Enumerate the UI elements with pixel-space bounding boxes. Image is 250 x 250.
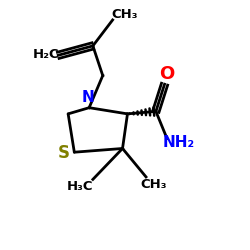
Text: S: S bbox=[58, 144, 70, 162]
Text: CH₃: CH₃ bbox=[140, 178, 167, 191]
Text: H₃C: H₃C bbox=[67, 180, 94, 193]
Text: CH₃: CH₃ bbox=[112, 8, 138, 22]
Text: O: O bbox=[159, 65, 174, 83]
Text: N: N bbox=[82, 90, 94, 105]
Text: H₂C: H₂C bbox=[33, 48, 60, 60]
Text: NH₂: NH₂ bbox=[163, 135, 195, 150]
